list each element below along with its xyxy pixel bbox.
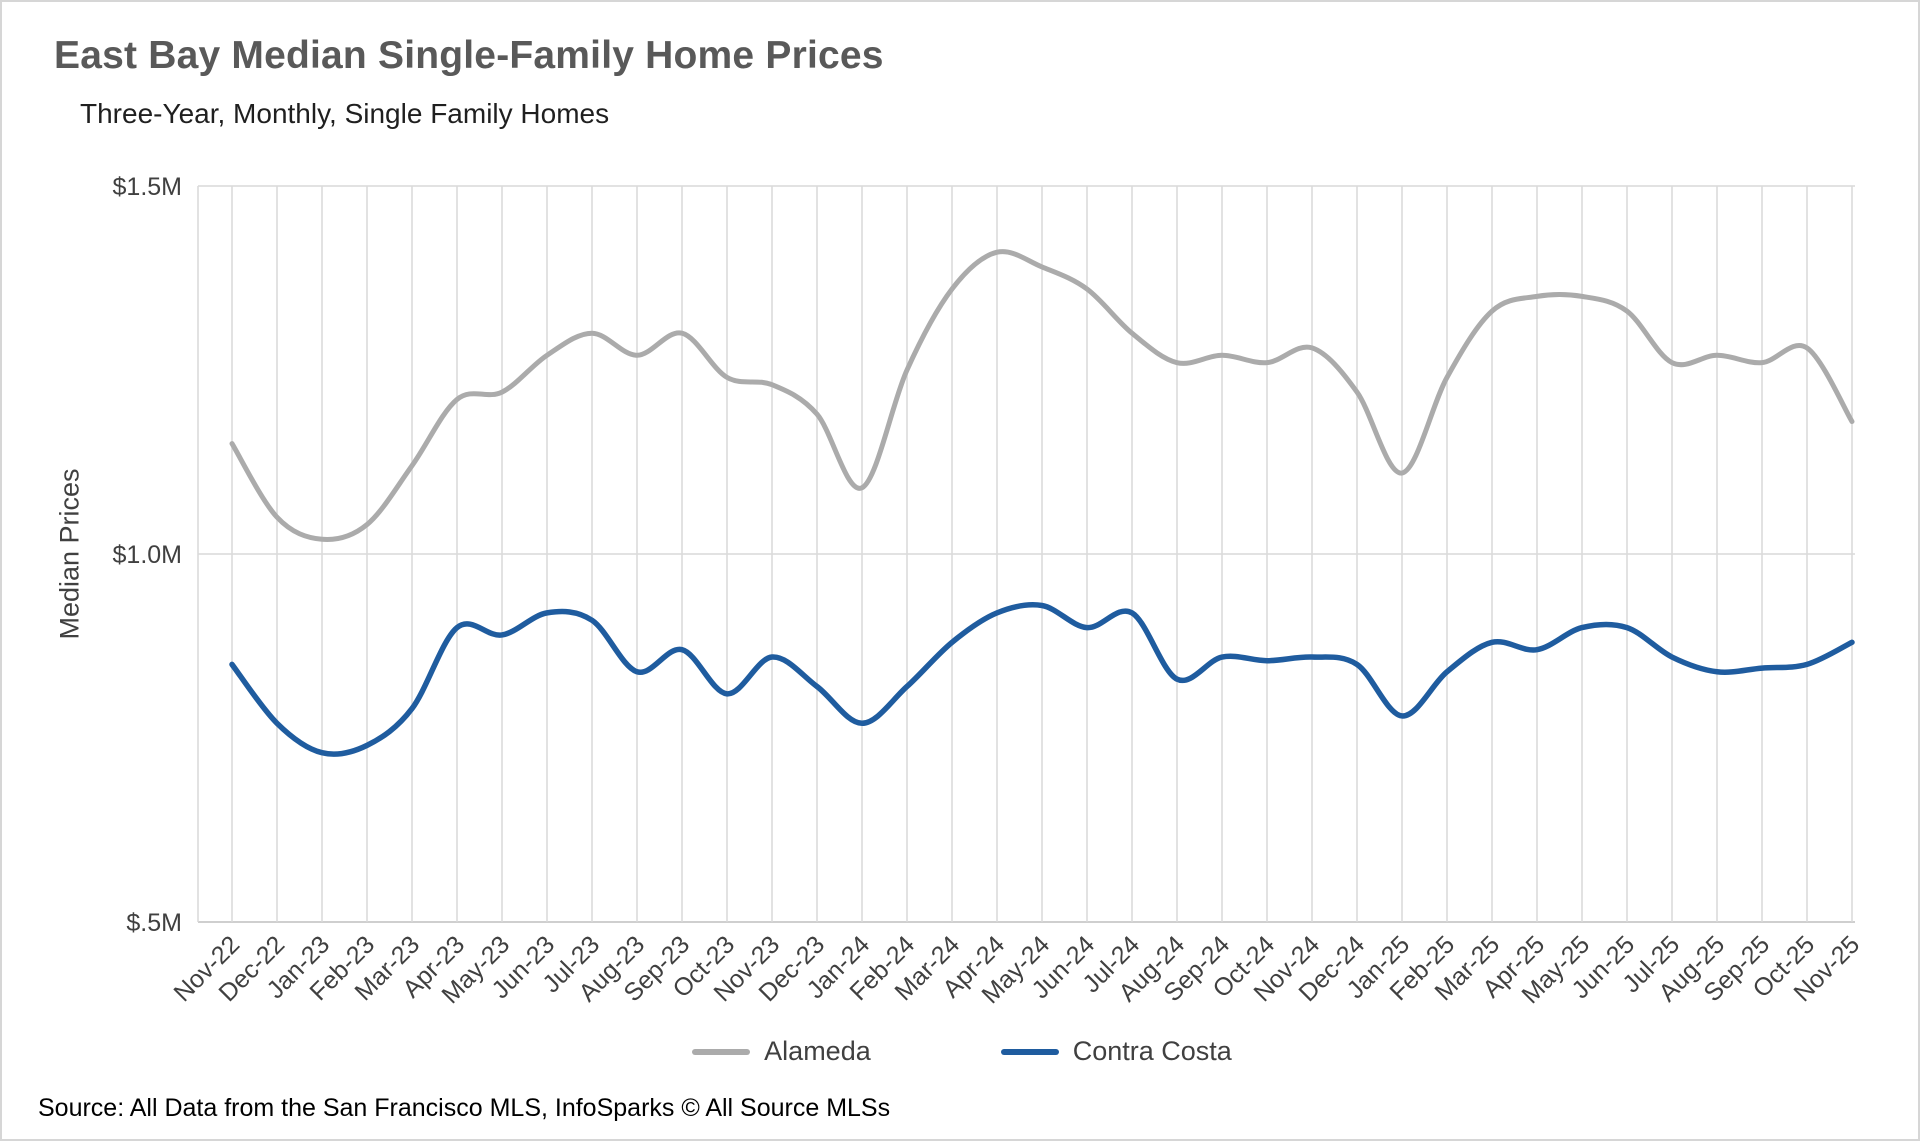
svg-text:$1.5M: $1.5M [113, 173, 182, 201]
chart-title: East Bay Median Single-Family Home Price… [54, 34, 884, 77]
legend-label-contra-costa: Contra Costa [1072, 1036, 1232, 1066]
contra-costa-line-swatch-icon [1000, 1048, 1059, 1055]
legend-item-contra-costa: Contra Costa [1000, 1036, 1232, 1067]
alameda-line-swatch-icon [692, 1048, 751, 1055]
legend-label-alameda: Alameda [764, 1036, 871, 1066]
chart-subtitle: Three-Year, Monthly, Single Family Homes [80, 98, 610, 129]
svg-text:$.5M: $.5M [126, 909, 182, 937]
chart-legend: Alameda Contra Costa [2, 1036, 1918, 1067]
svg-text:$1.0M: $1.0M [113, 541, 182, 569]
source-note: Source: All Data from the San Francisco … [38, 1094, 891, 1122]
legend-item-alameda: Alameda [692, 1036, 871, 1067]
